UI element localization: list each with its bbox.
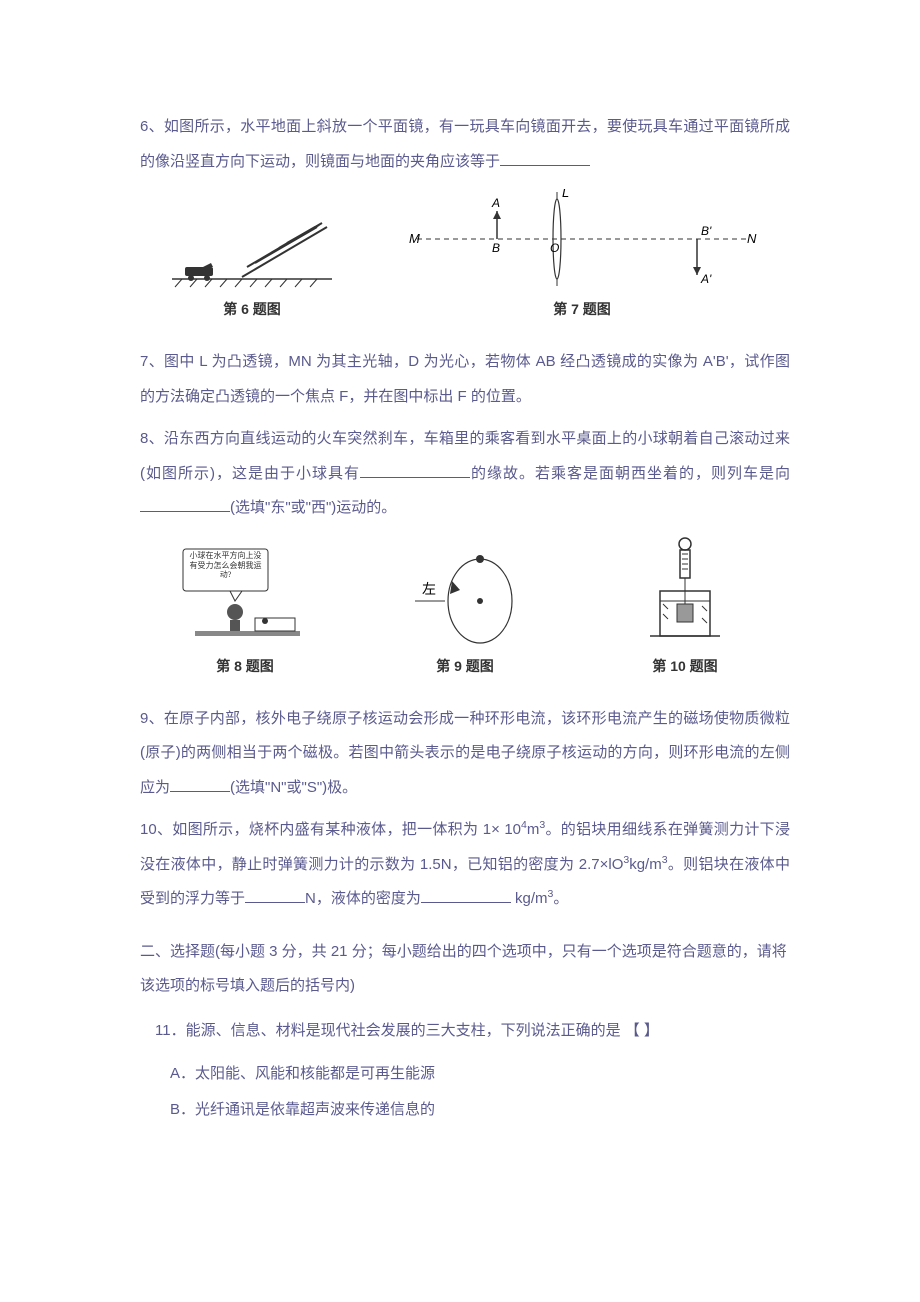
q10-blank1 <box>245 888 305 903</box>
fig7-L: L <box>562 189 569 200</box>
question-8: 8、沿东西方向直线运动的火车突然刹车，车箱里的乘客看到水平桌面上的小球朝着自己滚… <box>140 422 790 526</box>
fig7-B: B <box>492 241 500 255</box>
q8-mid: 的缘故。若乘客是面朝西坐着的，则列车是向 <box>470 465 790 482</box>
q9-blank <box>170 777 230 792</box>
figure-6: 第 6 题图 <box>140 209 364 325</box>
figure-10: 第 10 题图 <box>580 536 790 682</box>
figure-6-svg <box>167 209 337 289</box>
q6-text: 6、如图所示，水平地面上斜放一个平面镜，有一玩具车向镜面开去，要使玩具车通过平面… <box>140 118 790 170</box>
q11-option-b: B．光纤通讯是依靠超声波来传递信息的 <box>170 1092 790 1128</box>
fig7-O: O <box>550 241 559 255</box>
fig9-left: 左 <box>422 581 436 597</box>
fig10-caption: 第 10 题图 <box>580 650 790 682</box>
fig8-bubble: 小球在水平方向上没有受力怎么会朝我运动? <box>186 551 265 580</box>
q10-blank2 <box>421 888 511 903</box>
q7-text: 7、图中 L 为凸透镜，MN 为其主光轴，D 为光心，若物体 AB 经凸透镜成的… <box>140 353 790 405</box>
q10-pre: 10、如图所示，烧杯内盛有某种液体，把一体积为 1× 10 <box>140 821 521 838</box>
section-2-header: 二、选择题(每小题 3 分，共 21 分；每小题给出的四个选项中，只有一个选项是… <box>140 935 790 1004</box>
figure-9: 左 第 9 题图 <box>360 546 570 682</box>
question-11-stem: 11．能源、信息、材料是现代社会发展的三大支柱，下列说法正确的是 【 】 <box>140 1014 790 1049</box>
fig6-caption: 第 6 题图 <box>140 293 364 325</box>
question-9: 9、在原子内部，核外电子绕原子核运动会形成一种环形电流，该环形电流产生的磁场使物… <box>140 702 790 806</box>
figure-8-svg: 小球在水平方向上没有受力怎么会朝我运动? <box>180 546 310 646</box>
fig7-M: M <box>409 231 420 246</box>
q6-blank <box>500 151 590 166</box>
q10-u1: m <box>527 821 540 838</box>
q8-blank2 <box>140 497 230 512</box>
figure-7-svg: M N L O A B B' A' <box>407 189 757 289</box>
fig7-Ap: A' <box>700 272 712 286</box>
fig9-caption: 第 9 题图 <box>360 650 570 682</box>
q10-u3: kg/m <box>511 890 548 907</box>
fig8-caption: 第 8 题图 <box>140 650 350 682</box>
figure-row-8-9-10: 小球在水平方向上没有受力怎么会朝我运动? 第 8 题图 左 第 9 题图 <box>140 536 790 682</box>
figure-8: 小球在水平方向上没有受力怎么会朝我运动? 第 8 题图 <box>140 546 350 682</box>
fig7-N: N <box>747 231 757 246</box>
fig7-Bp: B' <box>701 224 712 238</box>
q8-post: (选填"东"或"西")运动的。 <box>230 499 396 516</box>
q9-post: (选填"N"或"S")极。 <box>230 779 357 796</box>
figure-7: M N L O A B B' A' 第 7 题图 <box>374 189 790 325</box>
q10-u2: kg/m <box>629 856 662 873</box>
q11-option-a: A．太阳能、风能和核能都是可再生能源 <box>170 1056 790 1092</box>
fig7-caption: 第 7 题图 <box>374 293 790 325</box>
question-10: 10、如图所示，烧杯内盛有某种液体，把一体积为 1× 104m3。的铝块用细线系… <box>140 813 790 917</box>
fig7-A: A <box>491 196 500 210</box>
q10-mid3: N，液体的密度为 <box>305 890 421 907</box>
question-6: 6、如图所示，水平地面上斜放一个平面镜，有一玩具车向镜面开去，要使玩具车通过平面… <box>140 110 790 179</box>
figure-9-svg: 左 <box>390 546 540 646</box>
figure-10-svg <box>630 536 740 646</box>
q10-post: 。 <box>553 890 568 907</box>
q8-blank1 <box>360 463 470 478</box>
figure-row-6-7: 第 6 题图 M N L O A B B' A' 第 7 题图 <box>140 189 790 325</box>
question-7: 7、图中 L 为凸透镜，MN 为其主光轴，D 为光心，若物体 AB 经凸透镜成的… <box>140 345 790 414</box>
